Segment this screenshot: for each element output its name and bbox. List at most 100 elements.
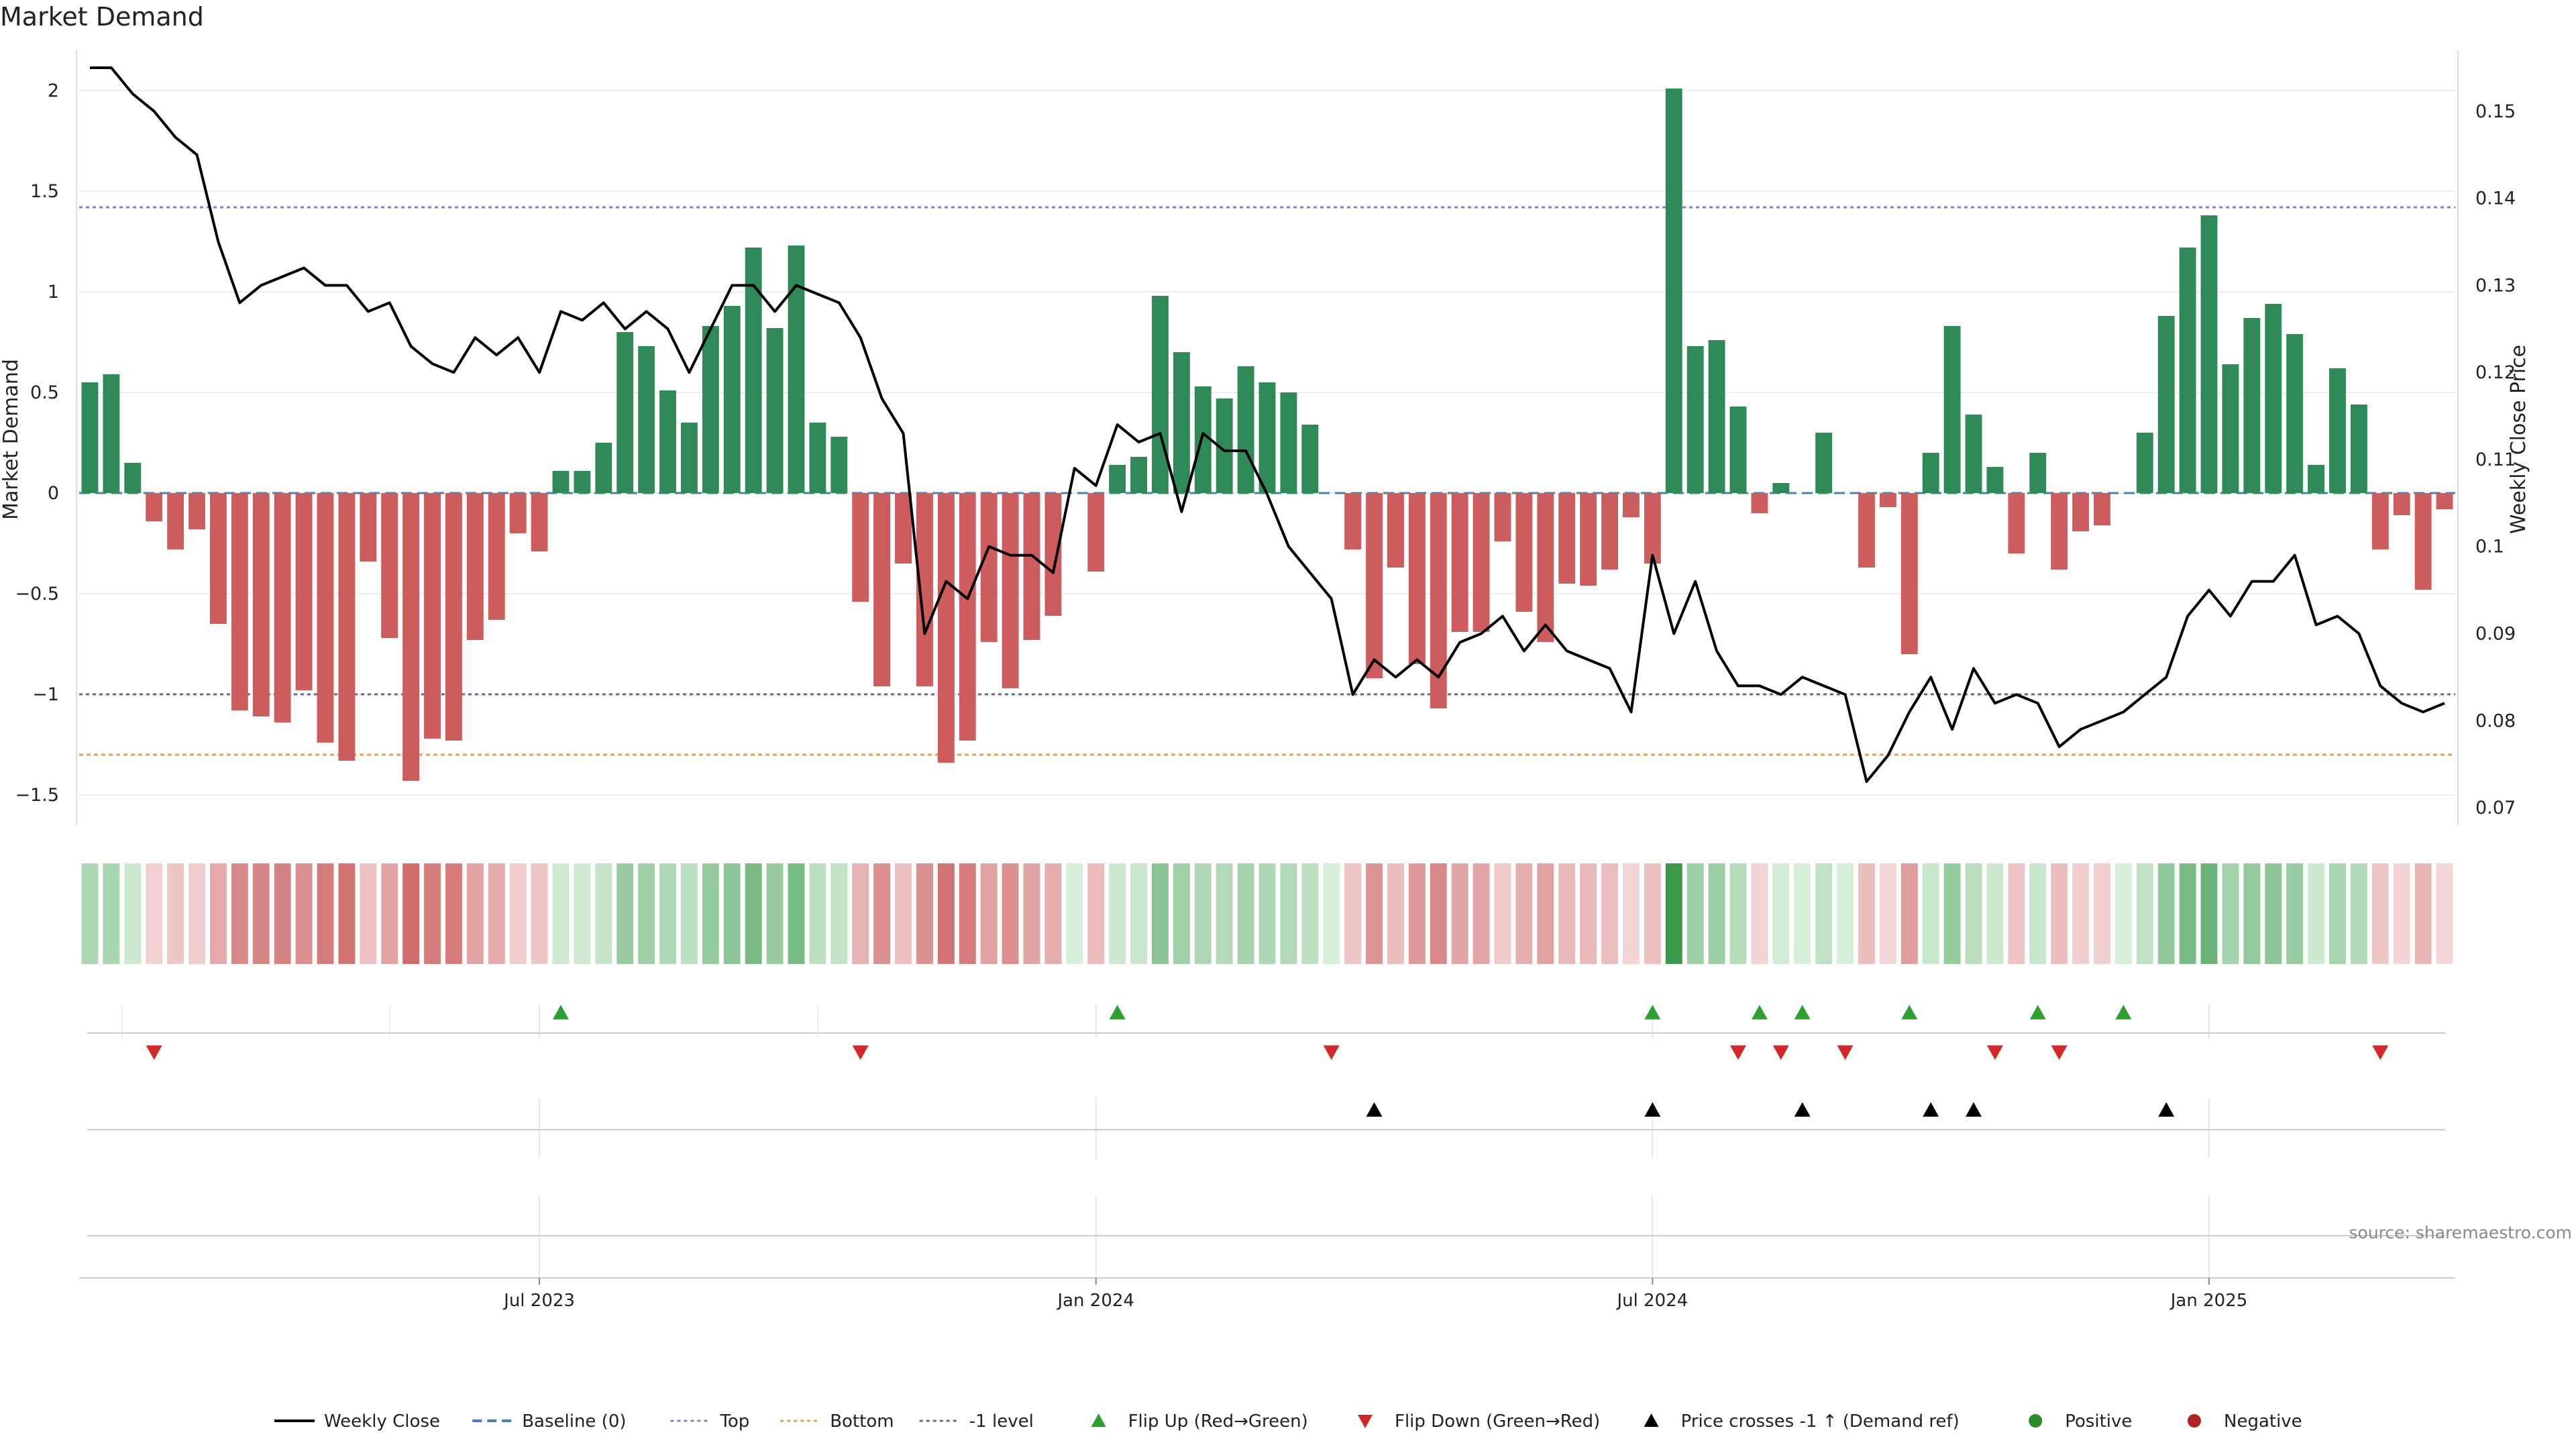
flip-down-marker (852, 1045, 869, 1060)
heat-cell (1772, 863, 1790, 964)
demand-bar (1965, 415, 1982, 493)
heat-cell (189, 863, 205, 964)
heat-cell (488, 863, 505, 964)
demand-bar (1580, 493, 1597, 586)
heat-cell (274, 863, 291, 964)
heat-cell (595, 863, 612, 964)
heat-cell (1922, 863, 1939, 964)
left-y-tick-label: 2 (48, 80, 59, 101)
heat-cell (1665, 863, 1682, 964)
legend-symbol-dot (2029, 1414, 2043, 1428)
demand-bar (552, 471, 570, 493)
demand-bar (488, 493, 505, 620)
demand-bar (2329, 368, 2346, 493)
heat-cell (895, 863, 912, 964)
demand-bar (723, 306, 741, 493)
flip-up-marker (1901, 1005, 1918, 1020)
signal-markers-panel (87, 1004, 2445, 1278)
demand-bar (2136, 433, 2153, 493)
right-y-tick-label: 0.07 (2475, 798, 2516, 818)
demand-bar (209, 493, 227, 624)
left-y-tick-label: −1 (32, 684, 59, 705)
demand-bar (2265, 304, 2282, 493)
demand-bar (2243, 318, 2261, 493)
flip-up-marker (1644, 1005, 1661, 1020)
demand-bar (317, 493, 334, 743)
legend-item: Negative (2188, 1411, 2302, 1432)
legend-label: Positive (2065, 1411, 2132, 1432)
demand-bar (852, 493, 869, 602)
heat-cell (702, 863, 719, 964)
demand-bar (616, 332, 634, 493)
demand-bar (231, 493, 248, 710)
legend: Weekly Close Baseline (0) Top Bottom -1 leve… (274, 1411, 2302, 1432)
legend-symbol-dot (2188, 1414, 2201, 1428)
heat-cell (959, 863, 976, 964)
demand-bar (1943, 326, 1961, 493)
heat-cell (2308, 863, 2325, 964)
heat-cell (338, 863, 356, 964)
heat-cell (1858, 863, 1875, 964)
demand-bar (2371, 493, 2389, 549)
heat-cell (1387, 863, 1404, 964)
demand-bar (445, 493, 462, 741)
demand-bar (1109, 465, 1126, 493)
demand-bar (1729, 407, 1747, 493)
heat-cell (2393, 863, 2410, 964)
heat-cell (1173, 863, 1190, 964)
demand-bar (1900, 493, 1918, 654)
demand-bar (2436, 493, 2453, 509)
legend-label: Flip Up (Red→Green) (1128, 1411, 1308, 1432)
heat-cell (980, 863, 998, 964)
demand-bar (1537, 493, 1554, 642)
heat-cell (509, 863, 527, 964)
demand-bar (2094, 493, 2110, 525)
flip-down-marker (146, 1045, 162, 1060)
demand-bar (659, 390, 676, 493)
demand-bar (980, 493, 998, 642)
legend-item: Top (670, 1411, 749, 1432)
heat-cell (402, 863, 420, 964)
heat-cell (1515, 863, 1533, 964)
demand-bar (1515, 493, 1533, 612)
heat-cell (1623, 863, 1640, 964)
price-cross-marker (1923, 1102, 1939, 1117)
left-y-tick-label: −0.5 (15, 584, 59, 604)
demand-bar (338, 493, 356, 761)
demand-bar (638, 346, 655, 493)
heat-cell (680, 863, 698, 964)
demand-bar (1408, 493, 1426, 664)
heat-cell (1237, 863, 1254, 964)
heat-cell (1794, 863, 1811, 964)
heat-cell (103, 863, 120, 964)
demand-bar (2157, 316, 2175, 493)
left-y-tick-label: 1.5 (30, 181, 59, 202)
heat-cell (1002, 863, 1019, 964)
heat-cell (852, 863, 869, 964)
demand-bar (2029, 453, 2047, 493)
heat-cell (81, 863, 99, 964)
heat-cell (466, 863, 484, 964)
heat-cell (1751, 863, 1768, 964)
heat-cell (745, 863, 762, 964)
demand-bar (1879, 493, 1896, 507)
heat-cell (1430, 863, 1447, 964)
demand-bar (466, 493, 484, 640)
heat-cell (209, 863, 227, 964)
heat-cell (1644, 863, 1661, 964)
demand-bar (103, 374, 120, 493)
heat-cell (1408, 863, 1426, 964)
demand-bar (1344, 493, 1362, 549)
heat-cell (445, 863, 462, 964)
heat-cell (1708, 863, 1725, 964)
heat-cell (916, 863, 933, 964)
heat-cell (317, 863, 334, 964)
heat-cell (2329, 863, 2346, 964)
flip-down-marker (2051, 1045, 2068, 1060)
heat-cell (2436, 863, 2453, 964)
flip-up-marker (2115, 1005, 2132, 1020)
demand-bar (1301, 425, 1319, 493)
left-y-tick-label: 1 (48, 282, 59, 303)
heat-cell (1472, 863, 1490, 964)
